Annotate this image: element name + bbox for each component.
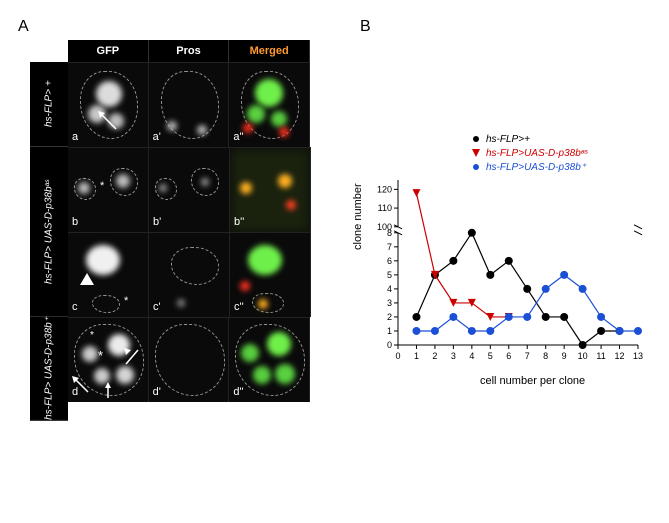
svg-text:12: 12 bbox=[615, 351, 625, 361]
x-axis-label: cell number per clone bbox=[480, 375, 585, 387]
subletter: a' bbox=[153, 131, 161, 143]
cell-b2: b'' bbox=[230, 147, 311, 232]
arrow-icon bbox=[100, 382, 118, 400]
row-label-2: hs-FLP> UAS-D-p38bᵃˢ bbox=[30, 147, 68, 317]
cell-b: * b bbox=[68, 147, 149, 232]
cell-a: a bbox=[68, 62, 149, 147]
subletter: c' bbox=[153, 301, 161, 313]
row-2: hs-FLP> UAS-D-p38bᵃˢ * b * c bbox=[30, 147, 310, 317]
cell-d: * * d bbox=[68, 317, 149, 402]
subletter: c bbox=[72, 301, 78, 313]
row-3: hs-FLP> UAS-D-p38b⁺ * * d d' d'' bbox=[30, 317, 310, 421]
subletter: d'' bbox=[233, 386, 243, 398]
svg-text:7: 7 bbox=[525, 351, 530, 361]
svg-text:11: 11 bbox=[596, 351, 605, 361]
col-gfp: GFP bbox=[68, 40, 149, 62]
cell-c2: c'' bbox=[230, 232, 311, 317]
svg-text:3: 3 bbox=[387, 298, 392, 308]
svg-text:6: 6 bbox=[387, 256, 392, 266]
subletter: c'' bbox=[234, 301, 244, 313]
svg-text:5: 5 bbox=[488, 351, 493, 361]
svg-text:5: 5 bbox=[387, 270, 392, 280]
subletter: b bbox=[72, 216, 78, 228]
row-label-3: hs-FLP> UAS-D-p38b⁺ bbox=[30, 317, 68, 421]
merged-label: Merged bbox=[250, 45, 289, 57]
cell-d1: d' bbox=[149, 317, 230, 402]
svg-text:1: 1 bbox=[387, 326, 392, 336]
chart-svg: 012345678910111213012345678100110120 bbox=[360, 130, 650, 370]
svg-text:8: 8 bbox=[543, 351, 548, 361]
subletter: a bbox=[72, 131, 78, 143]
col-pros: Pros bbox=[149, 40, 230, 62]
svg-text:110: 110 bbox=[378, 203, 392, 213]
panel-label-a: A bbox=[18, 18, 29, 36]
cell-a1: a' bbox=[149, 62, 230, 147]
cell-d2: d'' bbox=[229, 317, 310, 402]
panel-b-chart: clone number cell number per clone hs-FL… bbox=[360, 130, 650, 390]
svg-text:2: 2 bbox=[432, 351, 437, 361]
svg-text:10: 10 bbox=[578, 351, 588, 361]
panel-label-b: B bbox=[360, 18, 371, 36]
svg-text:0: 0 bbox=[387, 340, 392, 350]
cell-c1: c' bbox=[149, 232, 230, 317]
svg-text:120: 120 bbox=[377, 184, 392, 194]
column-headers: GFP Pros Merged bbox=[68, 40, 310, 62]
svg-text:0: 0 bbox=[395, 351, 400, 361]
svg-text:4: 4 bbox=[469, 351, 474, 361]
cell-b1: b' bbox=[149, 147, 230, 232]
svg-text:3: 3 bbox=[451, 351, 456, 361]
svg-text:9: 9 bbox=[562, 351, 567, 361]
arrow-icon bbox=[98, 111, 118, 131]
panel-a: GFP Pros Merged hs-FLP> + a a' a'' bbox=[30, 40, 310, 421]
row-label-1: hs-FLP> + bbox=[30, 62, 68, 147]
svg-text:2: 2 bbox=[387, 312, 392, 322]
subletter: d' bbox=[153, 386, 161, 398]
svg-text:100: 100 bbox=[377, 222, 392, 232]
cell-c: * c bbox=[68, 232, 149, 317]
svg-text:1: 1 bbox=[414, 351, 419, 361]
arrowhead-icon bbox=[80, 273, 94, 287]
row-1: hs-FLP> + a a' a'' bbox=[30, 62, 310, 147]
svg-text:4: 4 bbox=[387, 284, 392, 294]
subletter: d bbox=[72, 386, 78, 398]
subletter: b'' bbox=[234, 216, 244, 228]
subletter: a'' bbox=[233, 131, 243, 143]
col-merged: Merged bbox=[229, 40, 310, 62]
svg-text:13: 13 bbox=[633, 351, 643, 361]
arrow-icon bbox=[124, 348, 142, 366]
subletter: b' bbox=[153, 216, 161, 228]
svg-text:7: 7 bbox=[387, 242, 392, 252]
svg-text:6: 6 bbox=[506, 351, 511, 361]
cell-a2: a'' bbox=[229, 62, 310, 147]
